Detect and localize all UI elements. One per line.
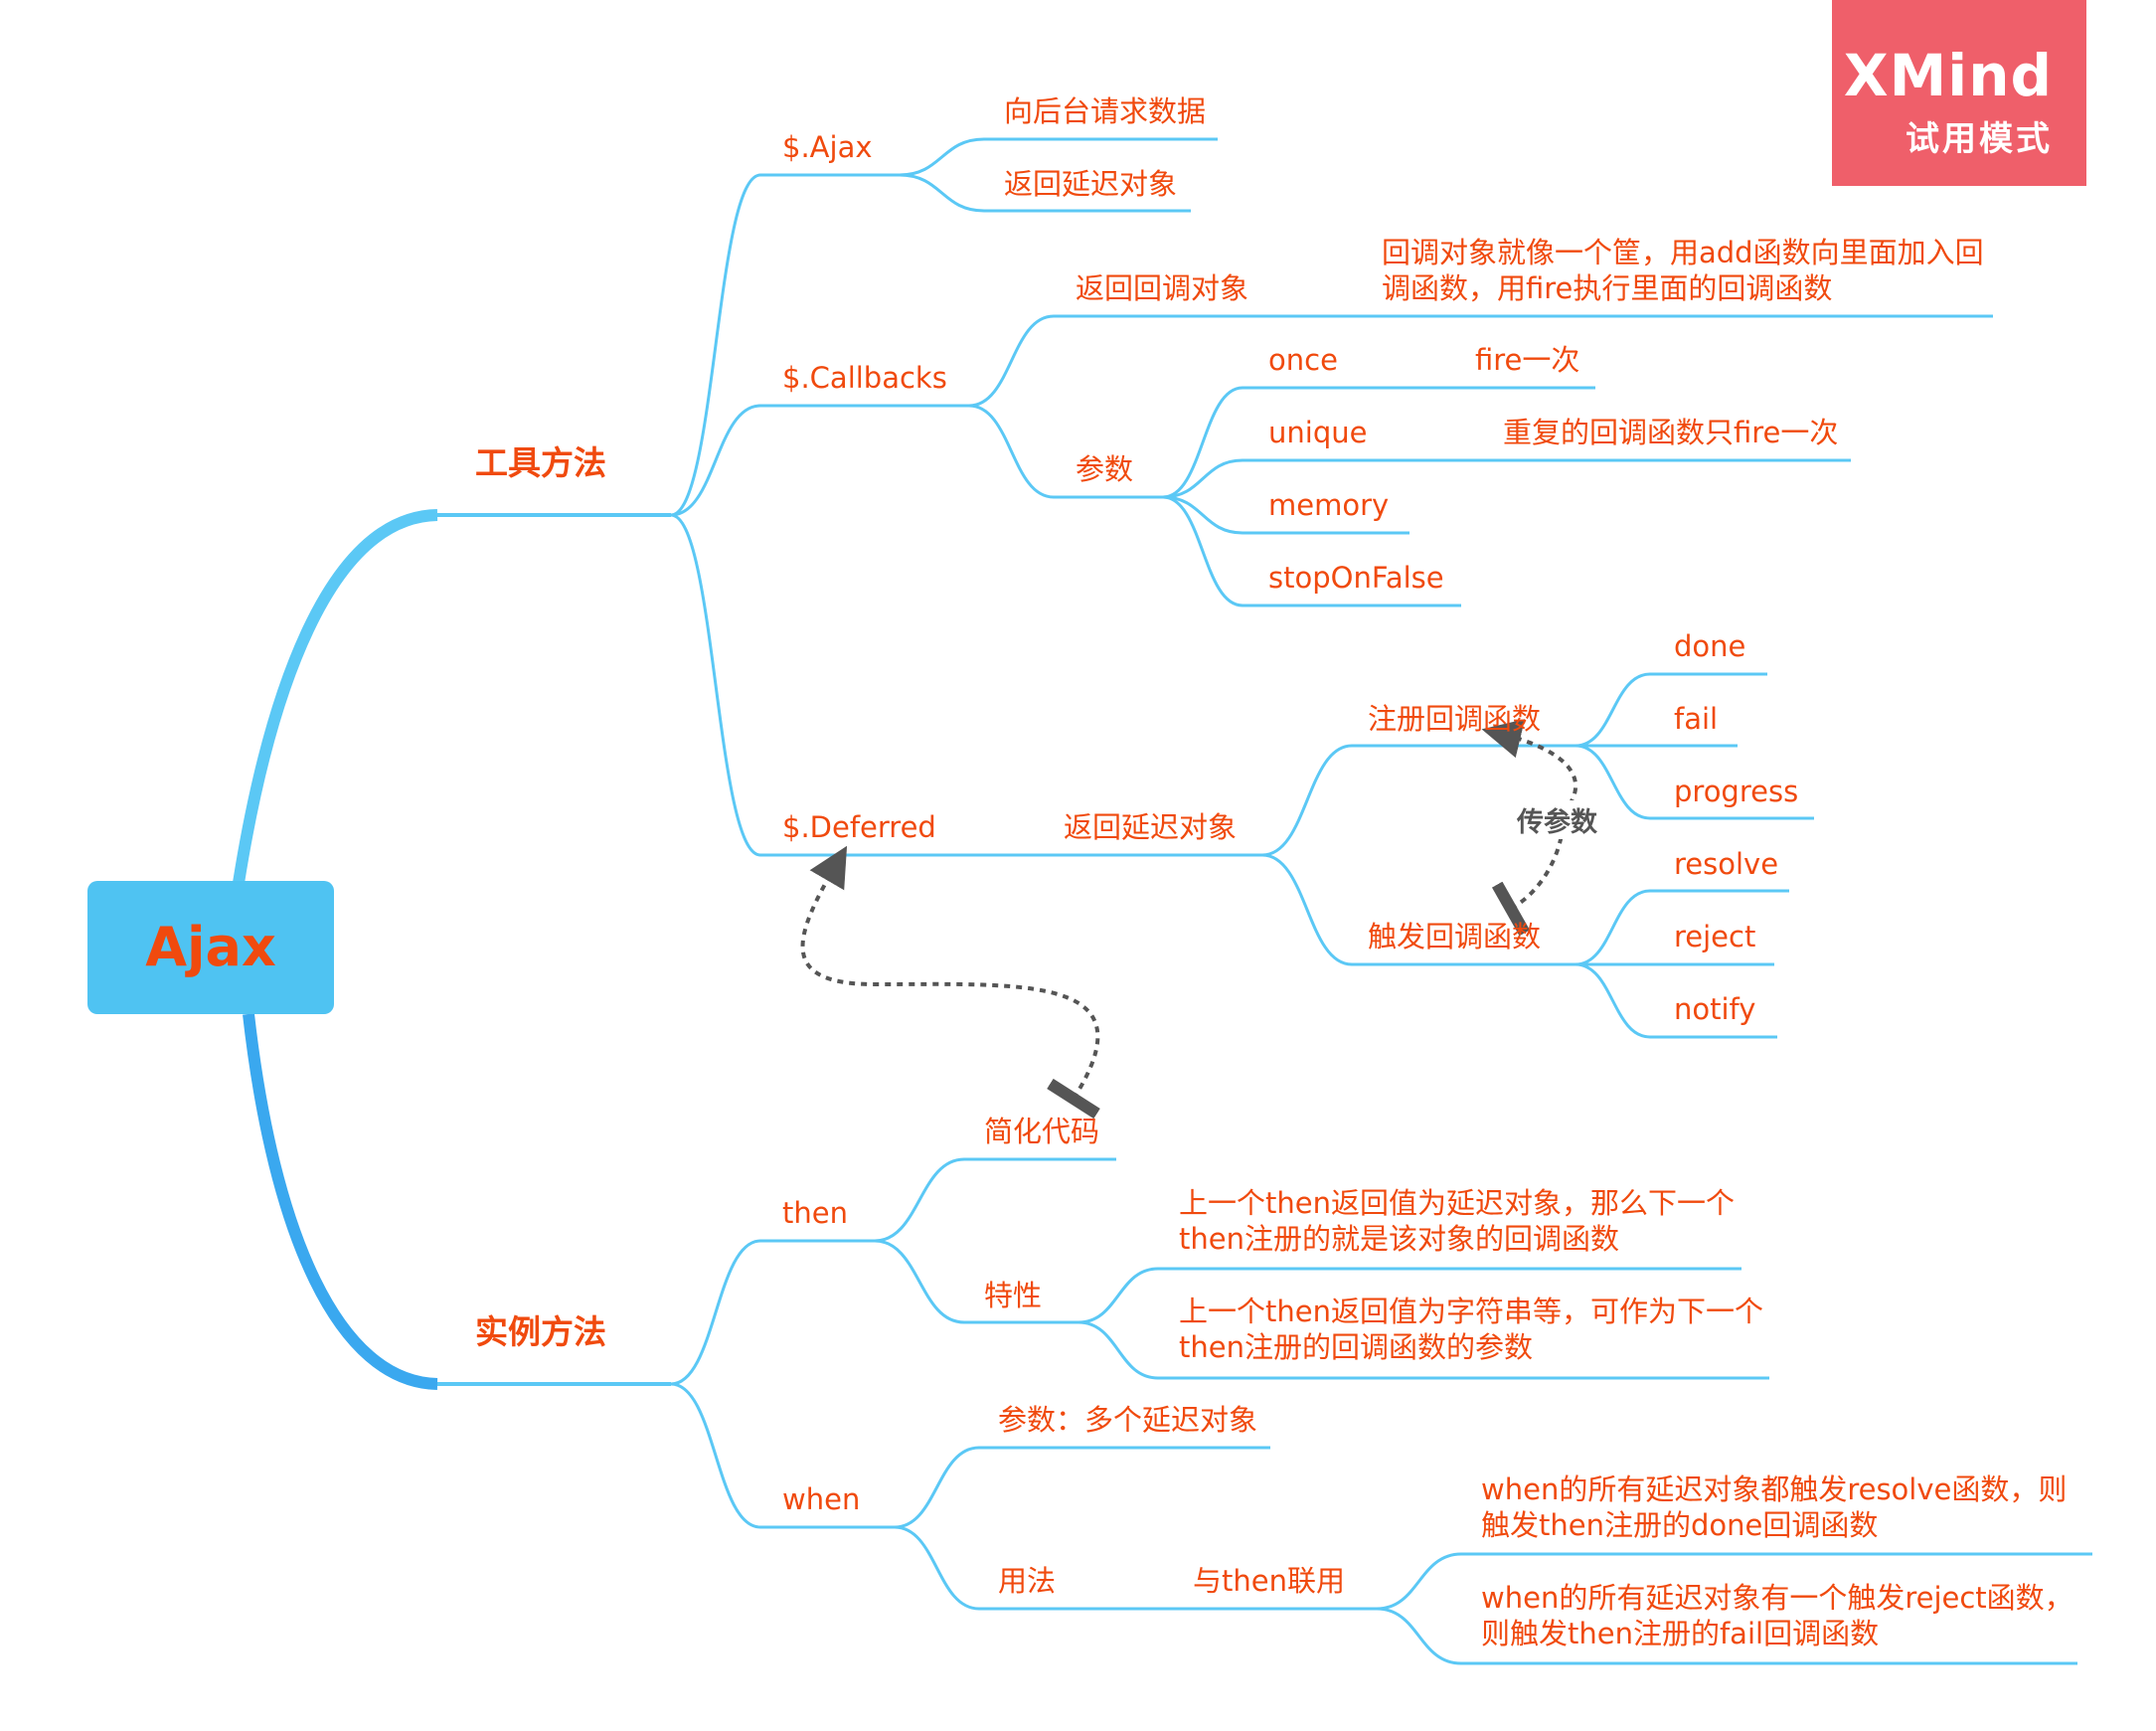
connector-usage-reject [1376,1607,1462,1665]
node-usage-reject[interactable]: when的所有延迟对象有一个触发reject函数，则触发then注册的fail回… [1481,1581,2073,1650]
xmind-logo: XMind [1843,42,2053,109]
root-label: Ajax [145,916,276,978]
connector-root-instance [243,1013,438,1390]
connector-callbacks-params [968,404,1055,499]
connector-param-0 [1162,386,1244,499]
xmind-trial-badge[interactable]: XMind 试用模式 [1832,0,2086,186]
connector-deferred-trigger [1261,853,1353,966]
node-callbacks[interactable]: $.Callbacks [782,361,947,395]
relation-label[interactable]: 传参数 [1513,800,1601,839]
node-tools[interactable]: 工具方法 [475,443,606,482]
node-deferred-register[interactable]: 注册回调函数 [1368,702,1542,736]
node-feature-1[interactable]: 上一个then返回值为延迟对象，那么下一个then注册的就是该对象的回调函数 [1179,1186,1735,1256]
node-trigger-notify[interactable]: notify [1674,992,1756,1026]
node-deferred-trigger[interactable]: 触发回调函数 [1368,920,1542,953]
node-when-param[interactable]: 参数：多个延迟对象 [998,1403,1258,1437]
connector-tools-deferred [670,513,761,857]
node-param-stoponfalse[interactable]: stopOnFalse [1268,561,1444,595]
node-instance[interactable]: 实例方法 [475,1312,606,1351]
node-register-done[interactable]: done [1674,629,1746,663]
node-when-with-then[interactable]: 与then联用 [1193,1564,1345,1598]
node-register-fail[interactable]: fail [1674,702,1719,736]
connector-then-simplify [874,1157,965,1243]
connector-instance-when [670,1382,761,1529]
connector-then-feature [874,1239,965,1324]
connector-param-1 [1162,458,1244,499]
relation-then-to-deferred [800,845,1100,1120]
node-param-unique-desc[interactable]: 重复的回调函数只fire一次 [1503,416,1839,449]
node-param-unique[interactable]: unique [1268,416,1368,449]
connector-when-usage [894,1525,980,1611]
connector-ajax-request [899,137,985,177]
node-ajax-deferred[interactable]: 返回延迟对象 [1004,167,1178,201]
connector-instance-then [670,1239,761,1386]
node-param-once[interactable]: once [1268,343,1338,377]
node-trigger-reject[interactable]: reject [1674,920,1756,953]
connector-feature-2 [1078,1320,1159,1380]
connector-ajax-deferred [899,173,985,213]
connector-deferred-register [1261,744,1353,857]
connector-tools-callbacks [670,404,761,517]
connector-trigger-2 [1575,962,1651,1039]
root-node[interactable]: Ajax [87,881,334,1014]
node-when-usage[interactable]: 用法 [998,1564,1057,1598]
connector-register-0 [1575,672,1651,748]
node-register-progress[interactable]: progress [1674,775,1799,808]
node-param-once-desc[interactable]: fire一次 [1475,343,1580,377]
node-usage-resolve[interactable]: when的所有延迟对象都触发resolve函数，则触发then注册的done回调… [1481,1472,2068,1542]
node-then-simplify[interactable]: 简化代码 [984,1115,1100,1148]
node-then[interactable]: then [782,1196,848,1230]
connector-usage-resolve [1376,1552,1462,1611]
node-ajax-request[interactable]: 向后台请求数据 [1004,94,1207,128]
node-param-memory[interactable]: memory [1268,488,1390,522]
connector-param-3 [1162,495,1244,607]
connector-feature-1 [1078,1267,1159,1324]
connector-callbacks-return [968,314,1055,408]
node-feature-2[interactable]: 上一个then返回值为字符串等，可作为下一个then注册的回调函数的参数 [1179,1295,1763,1364]
connector-root-tools [233,509,438,884]
connector-tools-ajax [670,173,761,517]
node-callbacks-params[interactable]: 参数 [1076,452,1134,486]
node-ajax[interactable]: $.Ajax [782,130,873,164]
connector-register-2 [1575,744,1651,820]
connector-trigger-0 [1575,889,1651,966]
node-trigger-resolve[interactable]: resolve [1674,847,1779,881]
node-when[interactable]: when [782,1482,861,1516]
node-then-feature[interactable]: 特性 [984,1279,1043,1312]
node-callbacks-return[interactable]: 返回回调对象 [1076,271,1249,305]
node-deferred[interactable]: $.Deferred [782,810,936,844]
connector-param-2 [1162,495,1244,535]
node-deferred-return[interactable]: 返回延迟对象 [1064,810,1238,844]
node-callbacks-desc[interactable]: 回调对象就像一个筐，用add函数向里面加入回调函数，用fire执行里面的回调函数 [1382,236,1984,305]
trial-mode-label: 试用模式 [1906,119,2053,159]
connector-when-param [894,1446,980,1529]
